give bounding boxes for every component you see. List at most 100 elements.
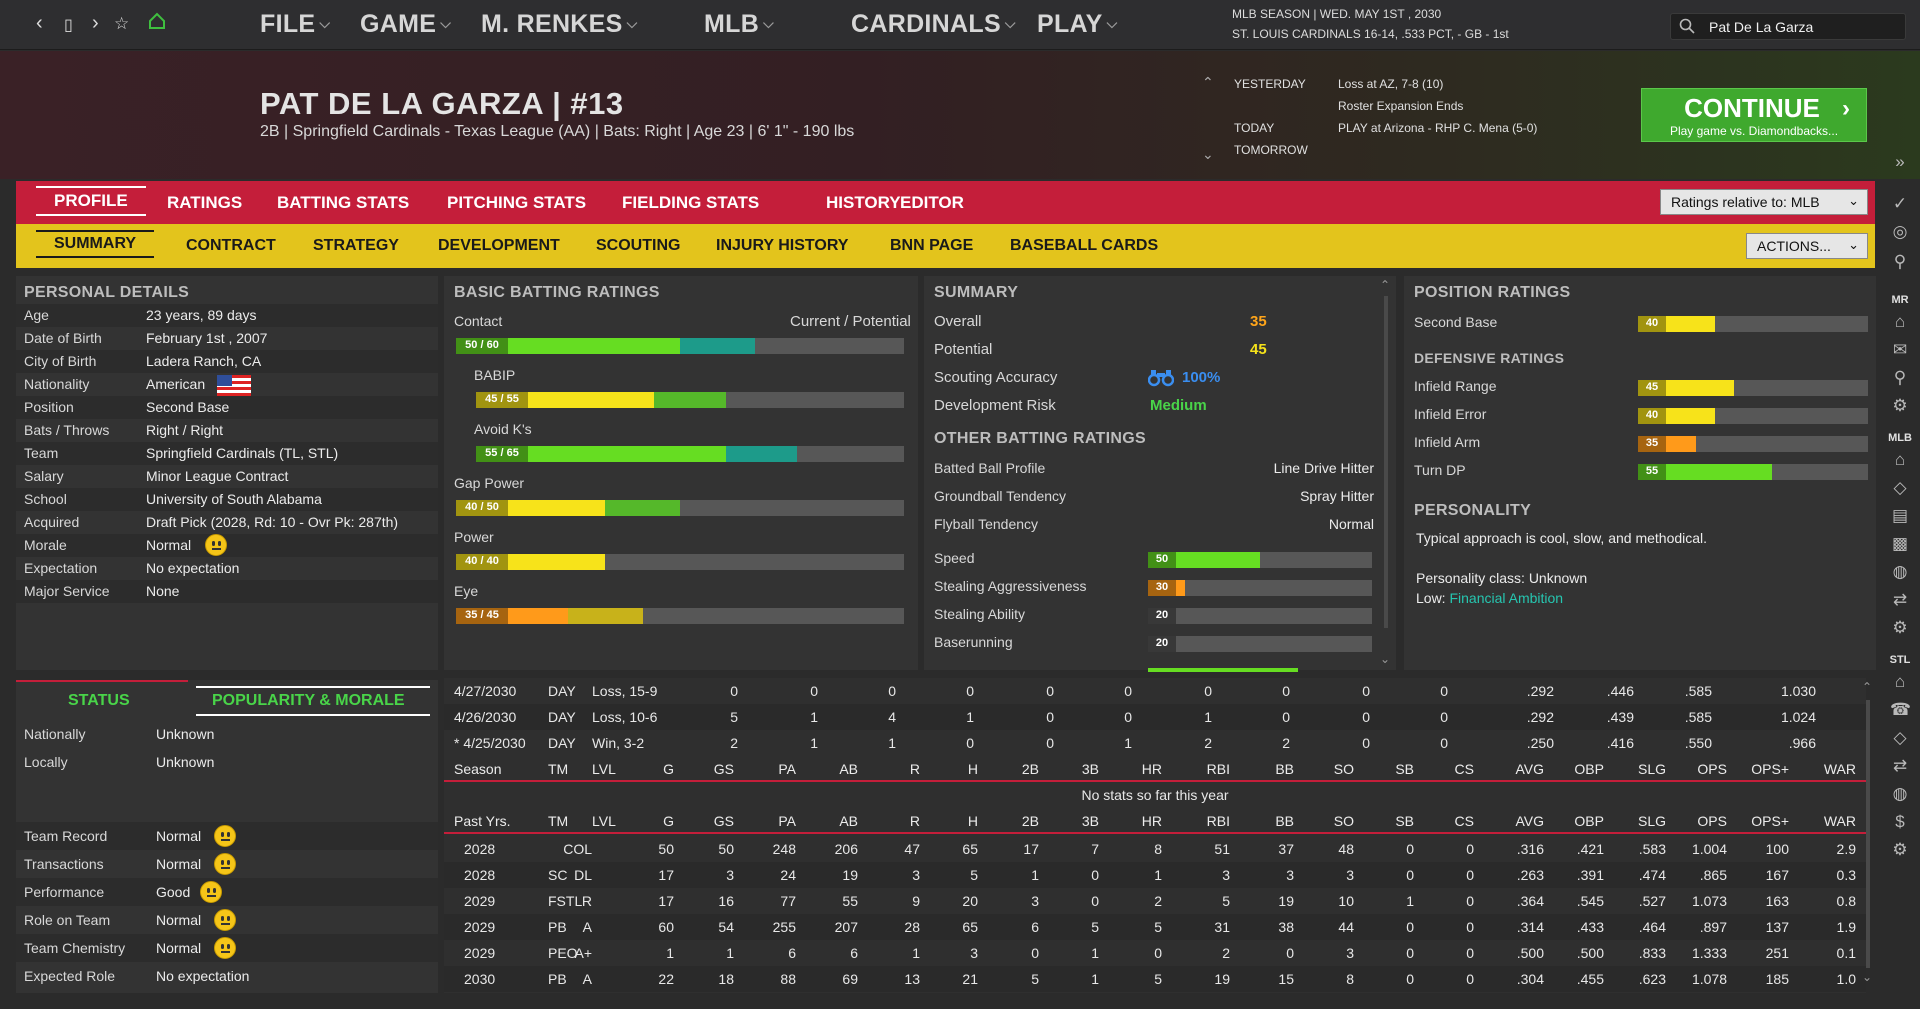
search-input[interactable] <box>1709 17 1899 37</box>
column-header[interactable]: HR <box>1141 813 1162 829</box>
tab-baseball-cards[interactable]: BASEBALL CARDS <box>1010 237 1159 254</box>
tab-editor[interactable]: EDITOR <box>900 193 964 212</box>
event-today-game[interactable]: PLAY at Arizona - RHP C. Mena (5-0) <box>1338 121 1538 135</box>
column-header[interactable]: SO <box>1333 813 1354 829</box>
game-log-row[interactable]: * 4/25/2030 DAY Win, 3-2 2 1 1 0 0 1 2 2 0 0 .250 .416… <box>444 730 1866 756</box>
column-header[interactable]: TM <box>548 813 569 829</box>
column-header[interactable]: OPS <box>1697 761 1727 777</box>
ratings-relative-dropdown[interactable]: Ratings relative to: MLB ⌄ <box>1660 189 1868 215</box>
column-header[interactable]: Past Yrs. <box>454 813 511 829</box>
column-header[interactable]: AVG <box>1515 761 1544 777</box>
column-header[interactable]: G <box>663 813 674 829</box>
tab-profile[interactable]: PROFILE <box>36 186 146 216</box>
check-icon[interactable]: ✓ <box>1892 194 1908 213</box>
column-header[interactable]: AB <box>839 761 858 777</box>
menu-file[interactable]: FILE ⌵ <box>260 10 331 38</box>
column-header[interactable]: H <box>967 761 978 777</box>
column-header[interactable]: SB <box>1395 761 1414 777</box>
forward-icon[interactable]: › <box>92 12 99 34</box>
tab-fielding-stats[interactable]: FIELDING STATS <box>622 193 760 212</box>
tab-popularity-morale[interactable]: POPULARITY & MORALE <box>196 686 430 716</box>
continue-button[interactable]: CONTINUE › Play game vs. Diamondbacks... <box>1641 88 1867 142</box>
column-header[interactable]: OPS <box>1697 813 1727 829</box>
phone-icon[interactable]: ☎ <box>1890 700 1912 719</box>
column-header[interactable]: PA <box>778 813 796 829</box>
column-header[interactable]: BB <box>1275 761 1294 777</box>
actions-dropdown[interactable]: ACTIONS... ⌄ <box>1746 233 1868 259</box>
column-header[interactable]: LVL <box>592 761 616 777</box>
column-header[interactable]: R <box>909 761 920 777</box>
transfer-icon[interactable]: ⇄ <box>1892 756 1908 775</box>
column-header[interactable]: OBP <box>1574 813 1604 829</box>
globe-icon[interactable]: ◎ <box>1892 222 1908 241</box>
star-icon[interactable]: ☆ <box>114 14 130 33</box>
tab-contract[interactable]: CONTRACT <box>186 237 276 254</box>
column-header[interactable]: 3B <box>1081 761 1099 777</box>
past-year-row[interactable]: 2028 SC DL 17 3 24 19 3 5 1 0 1 3 3 3 0 0 .263 .391 .474 .86… <box>444 862 1866 888</box>
chart-icon[interactable]: ▩ <box>1891 534 1909 553</box>
pin-icon[interactable]: ⚲ <box>1893 252 1907 271</box>
column-header[interactable]: Season <box>454 761 502 777</box>
column-header[interactable]: CS <box>1454 761 1474 777</box>
column-header[interactable]: PA <box>778 761 796 777</box>
tab-strategy[interactable]: STRATEGY <box>313 237 399 254</box>
column-header[interactable]: WAR <box>1823 813 1856 829</box>
column-header[interactable]: SLG <box>1637 813 1666 829</box>
column-header[interactable]: OPS+ <box>1751 813 1789 829</box>
gear-icon[interactable]: ⚙ <box>1892 618 1908 637</box>
past-year-row[interactable]: 2028 COL 50 50 248 206 47 65 17 7 8 51 37 48 0 0 .316 .42… <box>444 836 1866 862</box>
tab-pitching-stats[interactable]: PITCHING STATS <box>447 193 587 212</box>
menu-cardinals[interactable]: CARDINALS ⌵ <box>851 10 1016 38</box>
tab-injury-history[interactable]: INJURY HISTORY <box>716 237 849 254</box>
column-header[interactable]: WAR <box>1823 761 1856 777</box>
column-header[interactable]: SB <box>1395 813 1414 829</box>
summary-scrollbar[interactable] <box>1384 296 1388 628</box>
column-header[interactable]: 3B <box>1081 813 1099 829</box>
tab-history[interactable]: HISTORY <box>826 193 901 212</box>
double-chevron-right-icon[interactable]: » <box>1895 152 1905 171</box>
past-year-row[interactable]: 2030 PB A 22 18 88 69 13 21 5 1 5 19 15 8 0 0.304.455.62… <box>444 966 1866 992</box>
column-header[interactable]: GS <box>713 761 734 777</box>
chevron-up-icon[interactable]: ⌃ <box>1862 680 1873 694</box>
chevron-up-icon[interactable]: ⌃ <box>1202 74 1214 90</box>
column-header[interactable]: SLG <box>1637 761 1666 777</box>
column-header[interactable]: CS <box>1454 813 1474 829</box>
column-header[interactable]: TM <box>548 761 569 777</box>
tab-scouting[interactable]: SCOUTING <box>596 237 681 254</box>
past-year-row[interactable]: 2029 FSTL R 17 16 77 55 9 20 3 0 2 5 19 10 1 0.364.545.5… <box>444 888 1866 914</box>
home-icon[interactable]: ⌂ <box>1894 450 1906 469</box>
stats-scrollbar[interactable] <box>1866 700 1870 968</box>
gear-icon[interactable]: ⚙ <box>1892 396 1908 415</box>
menu-manager[interactable]: M. RENKES ⌵ <box>481 10 638 38</box>
past-year-row[interactable]: 2029 PB A 60 54 255 207 28 65 6 5 5 31 38 44 0 0.314.433… <box>444 914 1866 940</box>
home-icon[interactable]: ⌂ <box>1894 312 1906 331</box>
baseball-icon[interactable]: ◍ <box>1892 784 1908 803</box>
tab-batting-stats[interactable]: BATTING STATS <box>277 193 410 212</box>
tab-development[interactable]: DEVELOPMENT <box>438 237 560 254</box>
tab-ratings[interactable]: RATINGS <box>167 193 243 212</box>
home-icon[interactable]: ⌂ <box>1894 672 1906 691</box>
home-icon[interactable] <box>148 12 166 36</box>
game-log-row[interactable]: 4/27/2030 DAY Loss, 15-9 0 0 0 0 0 0 0 0 0 0 .292 .446… <box>444 678 1866 704</box>
tab-summary[interactable]: SUMMARY <box>36 230 155 258</box>
column-header[interactable]: OBP <box>1574 761 1604 777</box>
column-header[interactable]: G <box>663 761 674 777</box>
menu-play[interactable]: PLAY ⌵ <box>1037 10 1118 38</box>
diamond-icon[interactable]: ◇ <box>1893 728 1907 747</box>
card-icon[interactable]: ▤ <box>1891 506 1909 525</box>
diamond-icon[interactable]: ◇ <box>1893 478 1907 497</box>
tab-bnn-page[interactable]: BNN PAGE <box>890 237 974 254</box>
column-header[interactable]: 2B <box>1021 813 1039 829</box>
gear-icon[interactable]: ⚙ <box>1892 840 1908 859</box>
chevron-down-icon[interactable]: ⌄ <box>1202 146 1214 162</box>
past-year-row[interactable]: 2029 PEO A+ 1 1 6 6 1 3 0 1 0 2 0 3 0 0 .500 .500 .833 1.333… <box>444 940 1866 966</box>
baseball-icon[interactable]: ◍ <box>1892 562 1908 581</box>
game-log-row[interactable]: 4/26/2030 DAY Loss, 10-6 5 1 4 1 0 0 1 0 0 0 .292 .439… <box>444 704 1866 730</box>
column-header[interactable]: AB <box>839 813 858 829</box>
chevron-down-icon[interactable]: ⌄ <box>1380 652 1391 666</box>
column-header[interactable]: LVL <box>592 813 616 829</box>
column-header[interactable]: R <box>909 813 920 829</box>
mail-icon[interactable]: ✉ <box>1892 340 1908 359</box>
back-icon[interactable]: ‹ <box>36 12 43 34</box>
menu-mlb[interactable]: MLB ⌵ <box>704 10 774 38</box>
